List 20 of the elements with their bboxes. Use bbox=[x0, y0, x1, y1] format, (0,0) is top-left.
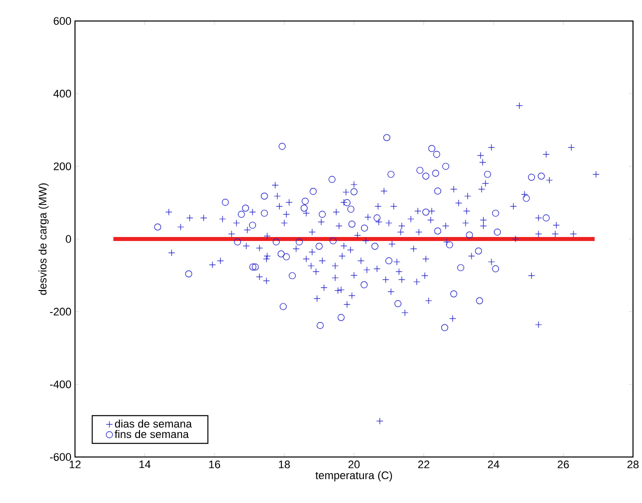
y-axis-title: desvios de carga (MW) bbox=[38, 183, 49, 295]
y-tick-label: -200 bbox=[50, 308, 72, 316]
x-tick-label: 28 bbox=[627, 460, 639, 468]
x-tick-label: 14 bbox=[139, 460, 151, 468]
y-tick-label: -400 bbox=[50, 380, 72, 388]
x-axis-title: temperatura (C) bbox=[316, 471, 392, 482]
x-tick-label: 24 bbox=[488, 460, 500, 468]
y-tick-label: 400 bbox=[53, 90, 72, 98]
x-tick-label: 20 bbox=[348, 460, 360, 468]
legend-label: fins de semana bbox=[114, 430, 189, 438]
legend-label: dias de semana bbox=[115, 420, 192, 428]
y-tick-label: 600 bbox=[54, 17, 72, 25]
y-tick-label: -600 bbox=[50, 453, 72, 461]
x-tick-label: 18 bbox=[278, 460, 290, 468]
x-tick-label: 12 bbox=[70, 460, 81, 468]
x-tick-label: 16 bbox=[209, 460, 220, 468]
y-tick-label: 0 bbox=[66, 235, 72, 243]
x-tick-label: 26 bbox=[558, 460, 569, 468]
x-tick-label: 22 bbox=[418, 460, 430, 468]
y-tick-label: 200 bbox=[54, 162, 72, 170]
